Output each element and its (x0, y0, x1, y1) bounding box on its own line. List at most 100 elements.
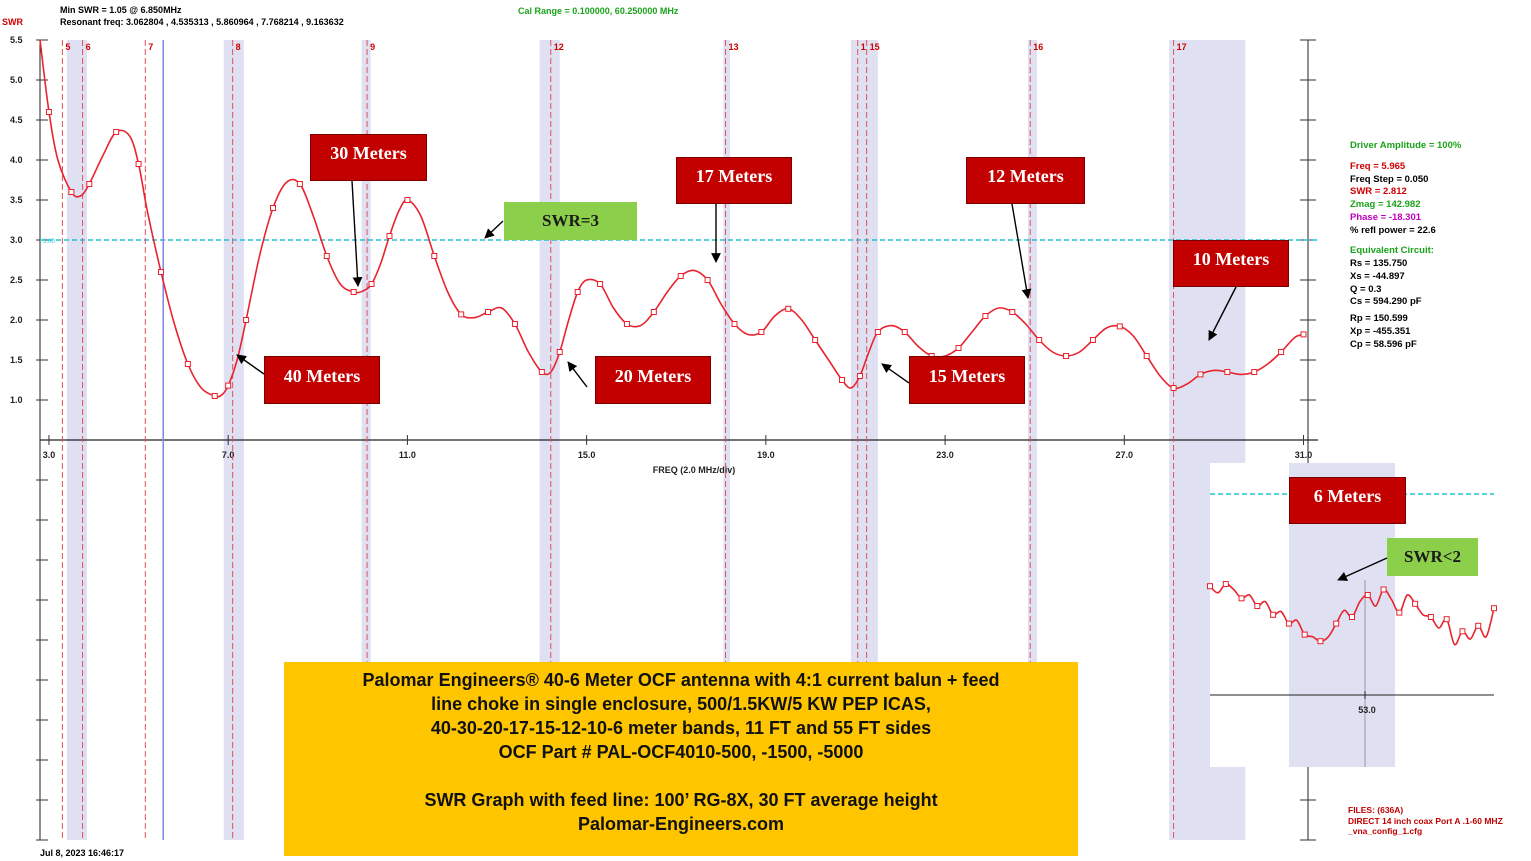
freq-step-readout: Freq Step = 0.050 (1350, 174, 1429, 185)
arrow-8 (1337, 557, 1388, 581)
data-point (839, 377, 846, 383)
marker-label: 9 (370, 42, 375, 52)
refl-power-readout: % refl power = 22.6 (1350, 225, 1436, 236)
inset-data-point (1285, 620, 1292, 627)
data-point (982, 313, 989, 319)
data-point (157, 269, 164, 275)
y-tick-label: 3.0 (10, 235, 23, 245)
zmag-readout: Zmag = 142.982 (1350, 199, 1421, 210)
arrow-2 (1011, 203, 1032, 299)
marker-label: 7 (148, 42, 153, 52)
data-point (1036, 337, 1043, 343)
rs-readout: Rs = 135.750 (1350, 258, 1408, 269)
label-40-meters: 40 Meters (264, 356, 380, 404)
data-point (368, 281, 375, 287)
arrows-layer (236, 180, 1388, 581)
y-tick-label: 5.5 (10, 35, 23, 45)
x-tick-label: 15.0 (578, 450, 596, 460)
inset-data-point (1254, 603, 1261, 609)
inset-data-point (1207, 583, 1213, 590)
arrow-6 (881, 363, 910, 384)
data-point (113, 129, 120, 135)
x-tick-label: 19.0 (757, 450, 775, 460)
cp-readout: Cp = 58.596 pF (1350, 339, 1417, 350)
x-tick-label: 31.0 (1295, 450, 1313, 460)
data-point (68, 189, 75, 195)
data-point (511, 321, 518, 327)
rp-readout: Rp = 150.599 (1350, 313, 1408, 324)
marker-label: 5 (65, 42, 70, 52)
inset-tick-label: 53.0 (1358, 705, 1376, 715)
data-point (458, 311, 465, 318)
data-point (574, 289, 581, 295)
inset-data-point (1301, 631, 1308, 638)
description-line-5: SWR Graph with feed line: 100’ RG-8X, 30… (424, 790, 938, 810)
marker-label: 16 (1033, 42, 1043, 52)
reference-line-label: 3.00 (43, 239, 55, 245)
xs-readout: Xs = -44.897 (1350, 271, 1405, 282)
data-point (731, 321, 738, 327)
marker-label: 12 (554, 42, 564, 52)
data-point (1224, 369, 1231, 375)
y-tick-label: 5.0 (10, 75, 23, 85)
data-point (1116, 323, 1123, 330)
arrow-4 (236, 354, 265, 375)
freq-readout: Freq = 5.965 (1350, 161, 1406, 172)
data-point (785, 305, 792, 312)
label-15-meters: 15 Meters (909, 356, 1025, 404)
data-point (1197, 371, 1204, 378)
inset-data-point (1380, 586, 1387, 593)
y-tick-label: 4.5 (10, 115, 23, 125)
files-info: FILES: (636A) DIRECT 14 inch coax Port A… (1348, 805, 1503, 837)
inset-data-point (1412, 600, 1419, 607)
swr-tag: SWR (2, 17, 23, 27)
y-tick-label: 1.5 (10, 355, 23, 365)
data-point (650, 309, 657, 315)
inset-data-point (1364, 592, 1371, 598)
description-line-3: 40-30-20-17-15-12-10-6 meter bands, 11 F… (430, 718, 932, 738)
marker-label: 13 (729, 42, 739, 52)
inset-data-point (1238, 595, 1245, 602)
y-tick-label: 3.5 (10, 195, 23, 205)
y-tick-label: 1.0 (10, 395, 23, 405)
data-point (243, 317, 250, 323)
files-line-2: DIRECT 14 inch coax Port A .1-60 MHZ (1348, 815, 1503, 826)
data-point (955, 345, 962, 351)
label-17-meters: 17 Meters (676, 157, 792, 204)
arrow-7 (484, 220, 504, 239)
inset-data-point (1349, 614, 1355, 620)
files-line-1: FILES: (636A) (1348, 805, 1404, 815)
arrow-0 (351, 180, 363, 287)
equivalent-circuit-title: Equivalent Circuit: (1350, 245, 1434, 256)
data-point (485, 309, 492, 315)
arrow-5 (567, 361, 588, 388)
data-point (350, 289, 357, 295)
xp-readout: Xp = -455.351 (1350, 326, 1411, 337)
inset-data-point (1333, 620, 1340, 627)
data-point (323, 253, 330, 259)
data-point (1089, 337, 1096, 343)
data-point (431, 253, 438, 259)
data-point (1278, 349, 1285, 355)
data-point (211, 393, 218, 399)
y-tick-label: 2.0 (10, 315, 23, 325)
data-point (296, 181, 303, 187)
data-point (1063, 353, 1070, 359)
data-point (269, 205, 276, 211)
inset-data-point (1427, 614, 1434, 620)
y-tick-label: 2.5 (10, 275, 23, 285)
date-stamp: Jul 8, 2023 16:46:17 (40, 848, 125, 858)
cal-range-text: Cal Range = 0.100000, 60.250000 MHz (518, 6, 679, 16)
inset-data-point (1491, 605, 1497, 612)
phase-readout: Phase = -18.301 (1350, 212, 1422, 223)
data-point (86, 181, 93, 187)
swr-readout: SWR = 2.812 (1350, 186, 1407, 197)
data-point (812, 337, 819, 343)
label-swr-3: SWR=3 (504, 202, 637, 240)
data-point (623, 321, 630, 327)
series-layer (39, 39, 1307, 399)
inset-data-point (1270, 611, 1277, 618)
data-point (225, 382, 232, 389)
x-tick-label: 23.0 (936, 450, 954, 460)
